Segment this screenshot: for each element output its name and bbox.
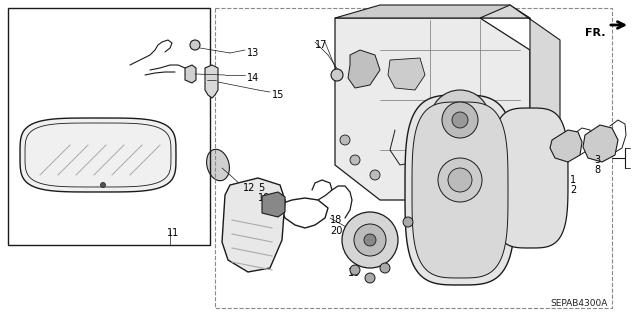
Circle shape — [350, 155, 360, 165]
Text: 19: 19 — [363, 251, 375, 261]
Circle shape — [354, 224, 386, 256]
Text: 5: 5 — [258, 183, 264, 193]
Circle shape — [430, 90, 490, 150]
Text: 20: 20 — [330, 226, 342, 236]
Text: 1: 1 — [570, 175, 576, 185]
Text: SEPAB4300A: SEPAB4300A — [550, 299, 608, 308]
Text: 10: 10 — [258, 193, 270, 203]
Circle shape — [380, 263, 390, 273]
Text: 13: 13 — [247, 48, 259, 58]
Circle shape — [365, 273, 375, 283]
Polygon shape — [405, 95, 515, 285]
Polygon shape — [480, 5, 560, 170]
Text: FR.: FR. — [586, 28, 606, 38]
Circle shape — [364, 234, 376, 246]
Text: 15: 15 — [272, 90, 284, 100]
Circle shape — [340, 135, 350, 145]
Text: 8: 8 — [594, 165, 600, 175]
Polygon shape — [550, 130, 582, 162]
Ellipse shape — [207, 149, 229, 181]
Text: 14: 14 — [247, 73, 259, 83]
Text: 12: 12 — [243, 183, 255, 193]
Text: 16: 16 — [373, 232, 385, 242]
Polygon shape — [388, 58, 425, 90]
Circle shape — [331, 69, 343, 81]
Polygon shape — [583, 125, 618, 162]
Polygon shape — [335, 5, 530, 18]
Circle shape — [452, 112, 468, 128]
Polygon shape — [348, 50, 380, 88]
Circle shape — [438, 158, 482, 202]
Polygon shape — [20, 118, 176, 192]
Circle shape — [350, 265, 360, 275]
Text: 9: 9 — [463, 268, 469, 278]
Text: 4: 4 — [463, 258, 469, 268]
Text: 18: 18 — [330, 215, 342, 225]
Text: 2: 2 — [570, 185, 576, 195]
Circle shape — [342, 212, 398, 268]
Circle shape — [442, 102, 478, 138]
Polygon shape — [492, 108, 568, 248]
Polygon shape — [205, 65, 218, 98]
Circle shape — [190, 40, 200, 50]
Text: 17: 17 — [315, 40, 328, 50]
Polygon shape — [335, 18, 530, 200]
Text: 3: 3 — [594, 155, 600, 165]
Circle shape — [448, 168, 472, 192]
Circle shape — [100, 182, 106, 188]
Polygon shape — [185, 65, 196, 83]
Polygon shape — [262, 192, 285, 217]
Circle shape — [370, 170, 380, 180]
Text: 11: 11 — [167, 228, 179, 238]
Circle shape — [403, 217, 413, 227]
Text: 16: 16 — [348, 268, 360, 278]
Polygon shape — [412, 102, 508, 278]
Polygon shape — [222, 178, 285, 272]
Text: 16: 16 — [430, 185, 442, 195]
